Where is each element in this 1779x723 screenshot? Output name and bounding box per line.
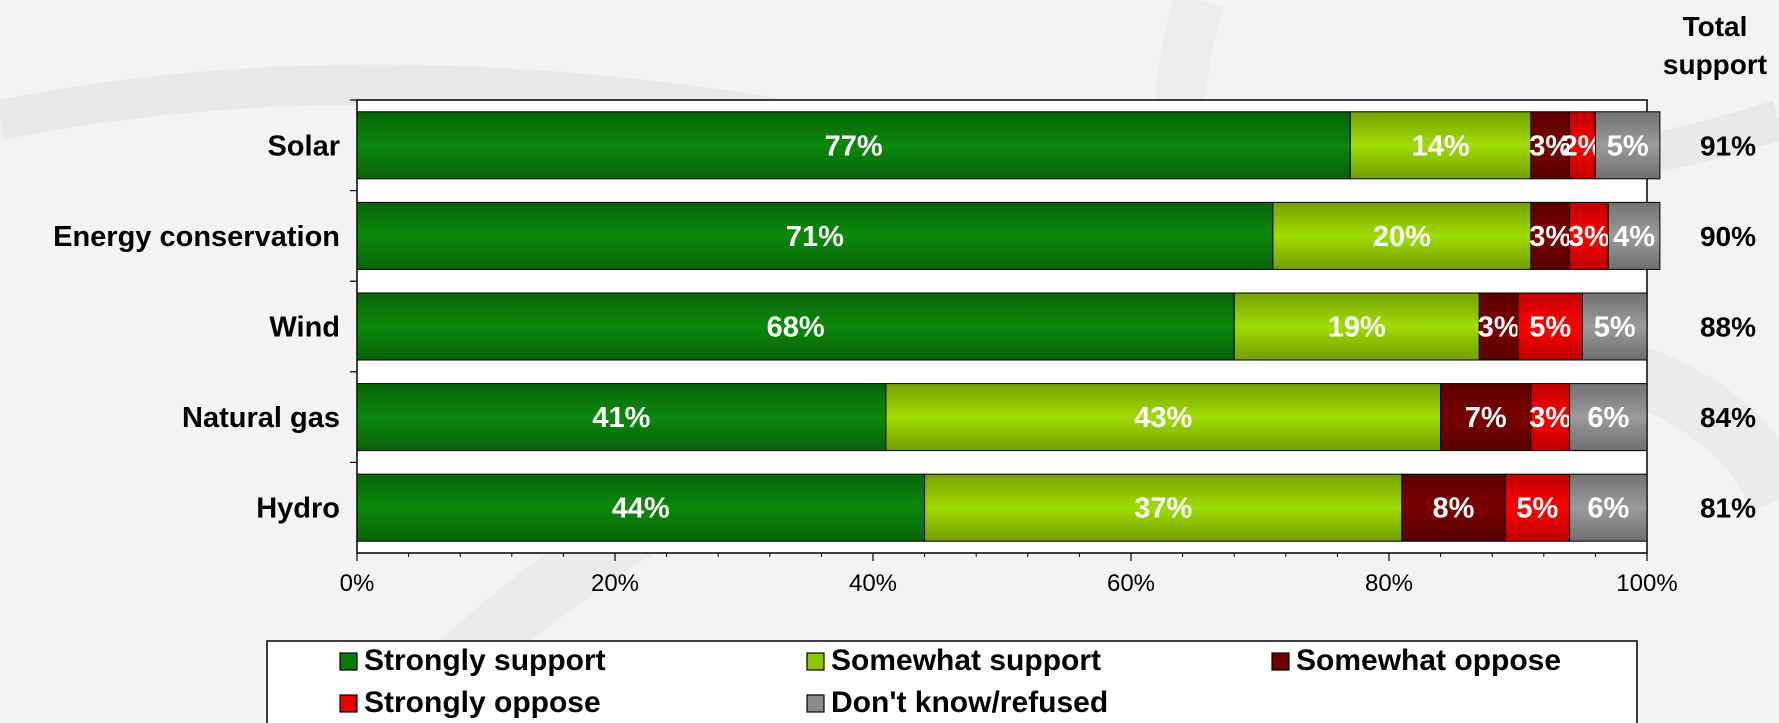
legend-label: Strongly oppose	[364, 686, 601, 719]
total-support-column: Total support 91% 90% 88% 84% 81%	[1663, 11, 1767, 524]
x-axis: 0% 20% 40% 60% 80% 100%	[340, 553, 1678, 597]
legend-label: Strongly support	[364, 644, 606, 677]
legend-swatch	[806, 694, 825, 713]
bar-segment	[1401, 473, 1506, 542]
bar-value-label: 3%	[1478, 312, 1520, 344]
legend: Strongly support Somewhat support Somewhat…	[266, 640, 1638, 723]
bar-segment	[1569, 383, 1648, 452]
bar-segment	[1530, 111, 1571, 180]
bar-value-label: 14%	[1412, 130, 1470, 162]
bar-value-label: 20%	[1373, 221, 1431, 253]
bar-segment	[1349, 111, 1532, 180]
bar-segment	[1272, 201, 1532, 270]
bar-value-label: 5%	[1516, 493, 1558, 525]
legend-swatch	[1271, 652, 1290, 671]
bar-segment	[1569, 473, 1648, 542]
bar-value-label: 6%	[1587, 493, 1629, 525]
bar-value-label: 3%	[1529, 221, 1571, 253]
bar-segment	[1233, 292, 1480, 361]
total-support-value: 88%	[1700, 312, 1756, 343]
bar-value-label: 6%	[1587, 402, 1629, 434]
total-header-line-1: Total	[1683, 11, 1748, 42]
x-tick-label: 80%	[1365, 570, 1413, 597]
bar-segment	[1594, 111, 1661, 180]
legend-swatch	[339, 652, 358, 671]
bar-value-label: 3%	[1568, 221, 1610, 253]
category-labels: Solar Energy conservation Wind Natural gas H…	[53, 99, 357, 525]
bar-value-label: 8%	[1433, 493, 1475, 525]
x-tick-label: 60%	[1107, 570, 1155, 597]
x-tick-label: 100%	[1616, 570, 1677, 597]
bar-segment	[1517, 292, 1583, 361]
bar-segment	[924, 473, 1403, 542]
x-tick-label: 20%	[591, 570, 639, 597]
category-label: Natural gas	[182, 402, 340, 434]
bar-value-label: 3%	[1529, 402, 1571, 434]
bar-segment	[1582, 292, 1648, 361]
bar-segment	[1440, 383, 1532, 452]
category-label: Wind	[269, 312, 340, 344]
total-support-value: 91%	[1700, 130, 1756, 161]
bar-value-label: 5%	[1529, 312, 1571, 344]
bar-value-label: 68%	[767, 312, 825, 344]
bar-value-label: 37%	[1134, 493, 1192, 525]
x-tick-label: 40%	[849, 570, 897, 597]
bar-value-label: 77%	[825, 130, 883, 162]
category-label: Hydro	[256, 493, 340, 525]
category-label: Energy conservation	[53, 221, 340, 253]
total-support-value: 81%	[1700, 493, 1756, 524]
legend-frame	[266, 640, 1638, 723]
category-label: Solar	[267, 130, 340, 162]
bar-value-label: 44%	[612, 493, 670, 525]
bar-segment	[356, 201, 1274, 270]
bar-segment	[1607, 201, 1661, 270]
bar-segment	[1569, 111, 1596, 180]
legend-label: Somewhat oppose	[1296, 644, 1561, 677]
bar-value-label: 7%	[1465, 402, 1507, 434]
legend-swatch	[806, 652, 825, 671]
bar-segment	[1504, 473, 1571, 542]
bar-value-label: 41%	[592, 402, 650, 434]
bar-value-label: 71%	[786, 221, 844, 253]
total-support-value: 84%	[1700, 402, 1756, 433]
bar-segment	[356, 473, 926, 542]
bar-segment	[1569, 201, 1609, 270]
bar-segment	[356, 111, 1351, 180]
bar-segment	[1530, 201, 1571, 270]
bar-value-label: 19%	[1328, 312, 1386, 344]
bar-value-label: 4%	[1613, 221, 1655, 253]
bars-group: 77% 14% 3%2% 5%71% 20% 3%3% 4%68% 19% 3% 5% 5%41% 4…	[356, 111, 1661, 542]
bar-value-label: 5%	[1594, 312, 1636, 344]
total-support-value: 90%	[1700, 221, 1756, 252]
bar-value-label: 43%	[1134, 402, 1192, 434]
bar-segment	[885, 383, 1442, 452]
x-tick-label: 0%	[340, 570, 375, 597]
legend-label: Somewhat support	[831, 644, 1101, 677]
legend-label: Don't know/refused	[831, 686, 1108, 719]
bar-segment	[356, 383, 887, 452]
total-header-line-2: support	[1663, 49, 1767, 80]
bar-value-label: 3%	[1529, 130, 1571, 162]
bar-value-label: 5%	[1607, 130, 1649, 162]
legend-swatch	[339, 694, 358, 713]
